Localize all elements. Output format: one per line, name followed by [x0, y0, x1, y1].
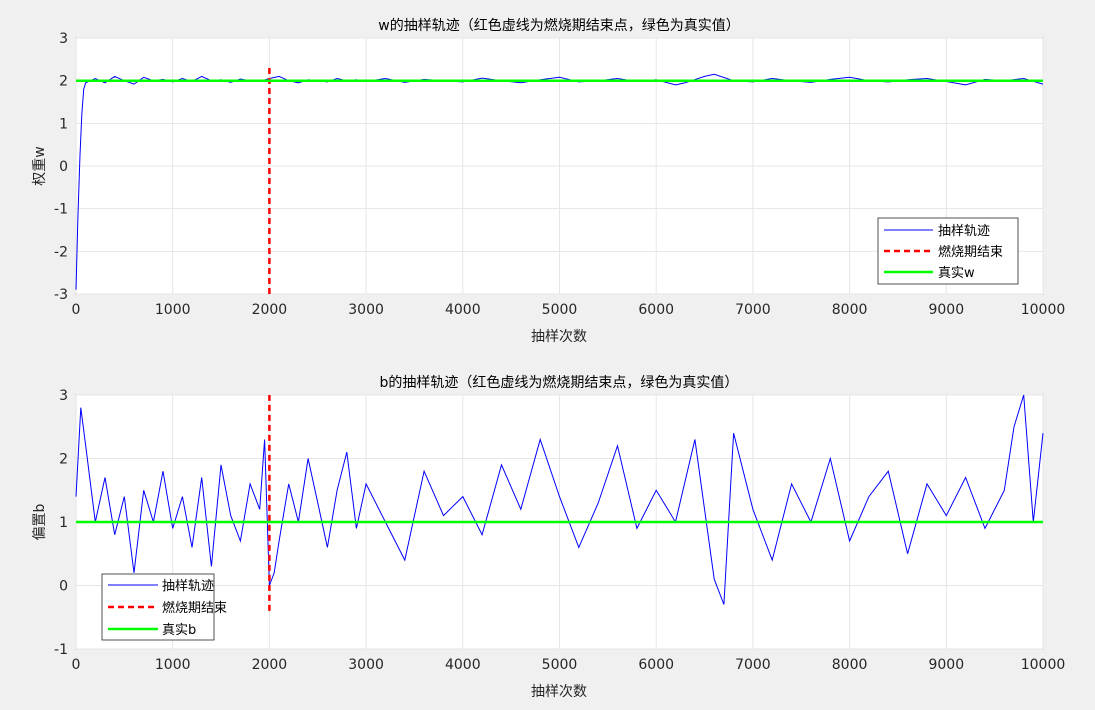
- x-tick-label: 7000: [735, 657, 771, 673]
- x-tick-label: 9000: [928, 302, 964, 318]
- x-tick-label: 10000: [1021, 302, 1066, 318]
- b-data-lines: [75, 394, 1044, 611]
- w-data-lines: [75, 67, 1044, 294]
- x-tick-label: 2000: [252, 657, 288, 673]
- x-tick-label: 3000: [348, 302, 384, 318]
- x-tick-label: 6000: [638, 657, 674, 673]
- b-y-axis-label: 偏置b: [32, 503, 48, 540]
- y-tick-label: -3: [54, 287, 68, 303]
- y-tick-label: 2: [59, 74, 68, 90]
- w-legend-label-true: 真实w: [938, 266, 975, 281]
- w-y-axis-label: 权重w: [32, 146, 48, 185]
- b-legend-label-true: 真实b: [162, 623, 196, 638]
- b-legend-label-trace: 抽样轨迹: [162, 579, 214, 594]
- y-tick-label: 0: [59, 159, 68, 175]
- y-tick-label: -1: [54, 642, 68, 658]
- w-trace-axes: 0 1000 2000 3000 4000 5000 6000 7000 8000 9000 100…: [32, 17, 1065, 345]
- y-tick-label: -2: [54, 244, 68, 260]
- b-x-axis-label: 抽样次数: [531, 684, 587, 700]
- w-legend-label-burnin: 燃烧期结束: [938, 244, 1003, 260]
- x-tick-label: 2000: [252, 302, 288, 318]
- x-tick-label: 0: [72, 657, 81, 673]
- y-tick-label: 2: [59, 452, 68, 468]
- w-chart-title: w的抽样轨迹（红色虚线为燃烧期结束点，绿色为真实值）: [378, 17, 739, 34]
- w-tick-labels: 0 1000 2000 3000 4000 5000 6000 7000 8000 9000 100…: [54, 31, 1065, 318]
- w-x-axis-label: 抽样次数: [531, 329, 587, 345]
- b-trace-axes: 0 1000 2000 3000 4000 5000 6000 7000 8000 9000 100…: [32, 374, 1065, 700]
- x-tick-label: 4000: [445, 302, 481, 318]
- b-legend[interactable]: 抽样轨迹 燃烧期结束 真实b: [101, 573, 227, 641]
- b-series-trace: [75, 394, 1044, 605]
- x-tick-label: 3000: [348, 657, 384, 673]
- y-tick-label: -1: [54, 202, 68, 218]
- y-tick-label: 0: [59, 579, 68, 595]
- y-tick-label: 1: [59, 515, 68, 531]
- b-legend-label-burnin: 燃烧期结束: [162, 600, 227, 616]
- y-tick-label: 3: [59, 388, 68, 404]
- x-tick-label: 8000: [832, 657, 868, 673]
- y-tick-label: 3: [59, 31, 68, 47]
- w-legend-label-trace: 抽样轨迹: [938, 224, 990, 239]
- x-tick-label: 5000: [542, 657, 578, 673]
- b-tick-labels: 0 1000 2000 3000 4000 5000 6000 7000 8000 9000 100…: [54, 388, 1065, 673]
- x-tick-label: 1000: [155, 302, 191, 318]
- x-tick-label: 9000: [928, 657, 964, 673]
- x-tick-label: 7000: [735, 302, 771, 318]
- y-tick-label: 1: [59, 116, 68, 132]
- x-tick-label: 6000: [638, 302, 674, 318]
- b-chart-title: b的抽样轨迹（红色虚线为燃烧期结束点，绿色为真实值）: [380, 374, 739, 391]
- x-tick-label: 5000: [542, 302, 578, 318]
- x-tick-label: 0: [72, 302, 81, 318]
- x-tick-label: 1000: [155, 657, 191, 673]
- x-tick-label: 8000: [832, 302, 868, 318]
- x-tick-label: 10000: [1021, 657, 1066, 673]
- w-legend[interactable]: 抽样轨迹 燃烧期结束 真实w: [877, 217, 1019, 285]
- x-tick-label: 4000: [445, 657, 481, 673]
